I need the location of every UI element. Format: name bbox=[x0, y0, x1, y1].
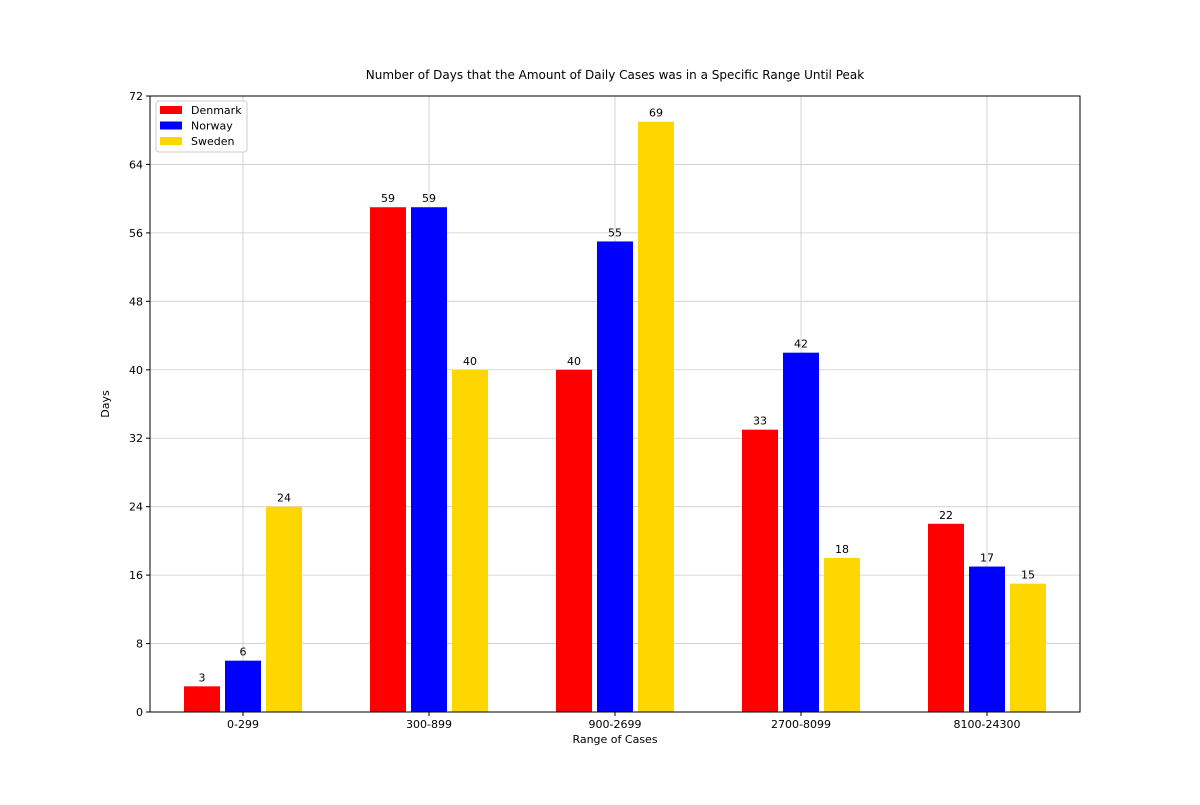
legend-label-sweden: Sweden bbox=[191, 135, 234, 148]
y-tick-label: 16 bbox=[129, 569, 143, 582]
legend-swatch-denmark bbox=[160, 106, 182, 114]
bar-norway bbox=[597, 241, 633, 712]
bars bbox=[184, 121, 1046, 712]
bar-denmark bbox=[928, 523, 964, 712]
bar-norway bbox=[411, 207, 447, 712]
y-tick-label: 72 bbox=[129, 90, 143, 103]
bar-sweden bbox=[1010, 583, 1046, 712]
y-tick-label: 0 bbox=[136, 706, 143, 719]
bar-value-label: 24 bbox=[277, 492, 291, 505]
bar-sweden bbox=[824, 558, 860, 712]
bar-value-label: 59 bbox=[381, 192, 395, 205]
x-tick-label: 8100-24300 bbox=[954, 718, 1021, 731]
bar-value-label: 33 bbox=[753, 415, 767, 428]
bar-norway bbox=[969, 566, 1005, 712]
legend: Denmark Norway Sweden bbox=[155, 100, 248, 153]
y-tick-label: 40 bbox=[129, 364, 143, 377]
y-tick-label: 64 bbox=[129, 158, 143, 171]
bar-value-label: 55 bbox=[608, 226, 622, 239]
bar-denmark bbox=[184, 686, 220, 712]
legend-label-norway: Norway bbox=[191, 120, 233, 133]
bar-sweden bbox=[266, 506, 302, 712]
bar-value-label: 18 bbox=[835, 543, 849, 556]
axes: 0 8 16 24 32 40 48 56 64 72 0-299 300-899 900-2699 27… bbox=[129, 90, 1081, 731]
x-tick-label: 900-2699 bbox=[589, 718, 642, 731]
bar-sweden bbox=[638, 121, 674, 712]
bar-sweden bbox=[452, 369, 488, 712]
bar-value-label: 40 bbox=[567, 355, 581, 368]
bar-denmark bbox=[556, 369, 592, 712]
x-tick-label: 300-899 bbox=[406, 718, 452, 731]
y-tick-label: 24 bbox=[129, 501, 143, 514]
x-tick-label: 2700-8099 bbox=[771, 718, 831, 731]
y-axis-label: Days bbox=[99, 390, 112, 418]
y-tick-label: 48 bbox=[129, 295, 143, 308]
legend-label-denmark: Denmark bbox=[191, 104, 242, 117]
bar-value-label: 6 bbox=[240, 646, 247, 659]
bar-value-label: 3 bbox=[199, 671, 206, 684]
bar-value-label: 59 bbox=[422, 192, 436, 205]
bar-norway bbox=[783, 352, 819, 712]
bar-denmark bbox=[370, 207, 406, 712]
x-axis-label: Range of Cases bbox=[572, 733, 657, 746]
bar-value-label: 15 bbox=[1021, 569, 1035, 582]
x-tick-label: 0-299 bbox=[227, 718, 259, 731]
bar-value-label: 17 bbox=[980, 552, 994, 565]
y-tick-label: 8 bbox=[136, 638, 143, 651]
bar-value-label: 42 bbox=[794, 338, 808, 351]
legend-swatch-sweden bbox=[160, 137, 182, 145]
chart-title: Number of Days that the Amount of Daily … bbox=[366, 68, 864, 82]
y-tick-label: 32 bbox=[129, 432, 143, 445]
bar-norway bbox=[225, 660, 261, 712]
y-tick-label: 56 bbox=[129, 227, 143, 240]
legend-swatch-norway bbox=[160, 121, 182, 130]
bar-denmark bbox=[742, 429, 778, 712]
plot-frame bbox=[149, 95, 1081, 713]
data-labels: 3 6 24 59 59 40 40 55 69 33 42 18 22 17 15 bbox=[199, 107, 1036, 685]
bar-value-label: 69 bbox=[649, 107, 663, 120]
bar-value-label: 22 bbox=[939, 509, 953, 522]
bar-value-label: 40 bbox=[463, 355, 477, 368]
